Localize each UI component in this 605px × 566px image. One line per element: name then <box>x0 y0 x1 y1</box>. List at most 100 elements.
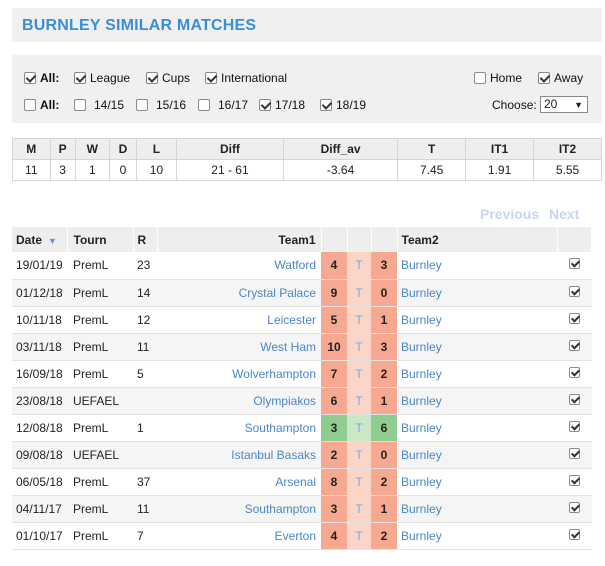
match-select[interactable] <box>557 495 592 523</box>
match-select[interactable] <box>557 414 592 442</box>
match-team1-link[interactable]: Wolverhampton <box>157 360 321 388</box>
match-team2-link[interactable]: Burnley <box>397 414 557 442</box>
match-t-link[interactable]: T <box>347 333 371 361</box>
match-date: 04/11/17 <box>12 495 67 523</box>
match-team1-link[interactable]: Southampton <box>157 495 321 523</box>
filter-label: 15/16 <box>156 98 187 112</box>
checkbox-season-1617[interactable] <box>198 99 210 111</box>
filter-all-seasons[interactable]: All: <box>24 98 59 112</box>
filter-season-1718[interactable]: 17/18 <box>259 98 305 112</box>
match-team1-link[interactable]: Arsenal <box>157 468 321 496</box>
match-team2-link[interactable]: Burnley <box>397 360 557 388</box>
match-t-link[interactable]: T <box>347 387 371 415</box>
filter-league[interactable]: League <box>74 71 130 85</box>
match-team1-link[interactable]: Crystal Palace <box>157 279 321 307</box>
filter-season-1819[interactable]: 18/19 <box>320 98 366 112</box>
match-score1: 10 <box>321 333 347 361</box>
match-select[interactable] <box>557 252 592 280</box>
filter-international[interactable]: International <box>205 71 287 85</box>
filter-cups[interactable]: Cups <box>146 71 190 85</box>
column-header-team1[interactable]: Team1 <box>157 227 322 252</box>
checkbox-all-types[interactable] <box>24 72 36 84</box>
row-checkbox[interactable] <box>568 393 580 405</box>
match-t-link[interactable]: T <box>347 306 371 334</box>
match-round: 7 <box>133 522 157 550</box>
match-t-link[interactable]: T <box>347 360 371 388</box>
match-round <box>133 441 157 469</box>
filter-all-types[interactable]: All: <box>24 71 59 85</box>
filter-season-1415[interactable]: 14/15 <box>74 98 124 112</box>
match-score2: 2 <box>371 468 397 496</box>
checkbox-season-1516[interactable] <box>136 99 148 111</box>
match-team2-link[interactable]: Burnley <box>397 306 557 334</box>
column-header-team2[interactable]: Team2 <box>397 227 558 252</box>
match-team2-link[interactable]: Burnley <box>397 522 557 550</box>
match-t-link[interactable]: T <box>347 522 371 550</box>
filter-label: 17/18 <box>275 98 306 112</box>
row-checkbox[interactable] <box>568 474 580 486</box>
match-team2-link[interactable]: Burnley <box>397 252 557 280</box>
filter-label: 16/17 <box>218 98 249 112</box>
match-team2-link[interactable]: Burnley <box>397 495 557 523</box>
match-team1-link[interactable]: Everton <box>157 522 321 550</box>
match-team1-link[interactable]: Leicester <box>157 306 321 334</box>
match-team1-link[interactable]: Olympiakos <box>157 387 321 415</box>
match-t-link[interactable]: T <box>347 495 371 523</box>
match-team2-link[interactable]: Burnley <box>397 333 557 361</box>
row-checkbox[interactable] <box>568 420 580 432</box>
match-t-link[interactable]: T <box>347 252 371 280</box>
row-checkbox[interactable] <box>568 366 580 378</box>
choose-select[interactable]: 20 ▼ <box>540 96 588 113</box>
match-team2-link[interactable]: Burnley <box>397 279 557 307</box>
match-t-link[interactable]: T <box>347 279 371 307</box>
match-team1-link[interactable]: West Ham <box>157 333 321 361</box>
match-select[interactable] <box>557 522 592 550</box>
filter-away[interactable]: Away <box>538 71 583 85</box>
row-checkbox[interactable] <box>568 501 580 513</box>
checkbox-season-1819[interactable] <box>320 99 332 111</box>
row-checkbox[interactable] <box>568 258 580 270</box>
match-team1-link[interactable]: Watford <box>157 252 321 280</box>
match-t-link[interactable]: T <box>347 441 371 469</box>
row-checkbox[interactable] <box>568 312 580 324</box>
match-select[interactable] <box>557 468 592 496</box>
checkbox-season-1415[interactable] <box>74 99 86 111</box>
match-select[interactable] <box>557 306 592 334</box>
match-team2-link[interactable]: Burnley <box>397 468 557 496</box>
match-t-link[interactable]: T <box>347 468 371 496</box>
column-header-round[interactable]: R <box>133 227 158 252</box>
checkbox-league[interactable] <box>74 72 86 84</box>
column-header-tourn[interactable]: Tourn <box>67 227 134 252</box>
previous-button[interactable]: Previous <box>480 206 540 222</box>
match-tournament: PremL <box>67 360 133 388</box>
checkbox-away[interactable] <box>538 72 550 84</box>
filter-season-1617[interactable]: 16/17 <box>198 98 248 112</box>
match-date: 09/08/18 <box>12 441 67 469</box>
stats-value: -3.64 <box>282 159 399 181</box>
match-select[interactable] <box>557 387 592 415</box>
next-button[interactable]: Next <box>549 206 580 222</box>
checkbox-home[interactable] <box>474 72 486 84</box>
row-checkbox[interactable] <box>568 528 580 540</box>
row-checkbox[interactable] <box>568 285 580 297</box>
checkbox-cups[interactable] <box>146 72 158 84</box>
match-select[interactable] <box>557 441 592 469</box>
checkbox-all-seasons[interactable] <box>24 99 36 111</box>
match-select[interactable] <box>557 360 592 388</box>
filter-season-1516[interactable]: 15/16 <box>136 98 186 112</box>
match-team1-link[interactable]: Istanbul Basaks <box>157 441 321 469</box>
row-checkbox[interactable] <box>568 447 580 459</box>
row-checkbox[interactable] <box>568 339 580 351</box>
checkbox-international[interactable] <box>205 72 217 84</box>
match-select[interactable] <box>557 333 592 361</box>
checkbox-season-1718[interactable] <box>259 99 271 111</box>
match-select[interactable] <box>557 279 592 307</box>
filter-home[interactable]: Home <box>474 71 522 85</box>
match-round <box>133 387 157 415</box>
match-team2-link[interactable]: Burnley <box>397 387 557 415</box>
match-team2-link[interactable]: Burnley <box>397 441 557 469</box>
match-team1-link[interactable]: Southampton <box>157 414 321 442</box>
match-t-link[interactable]: T <box>347 414 371 442</box>
column-header-date[interactable]: Date ▼ <box>12 227 68 252</box>
table-row: 09/08/18 UEFAEL Istanbul Basaks 2 T 0 Burnley <box>12 441 592 469</box>
